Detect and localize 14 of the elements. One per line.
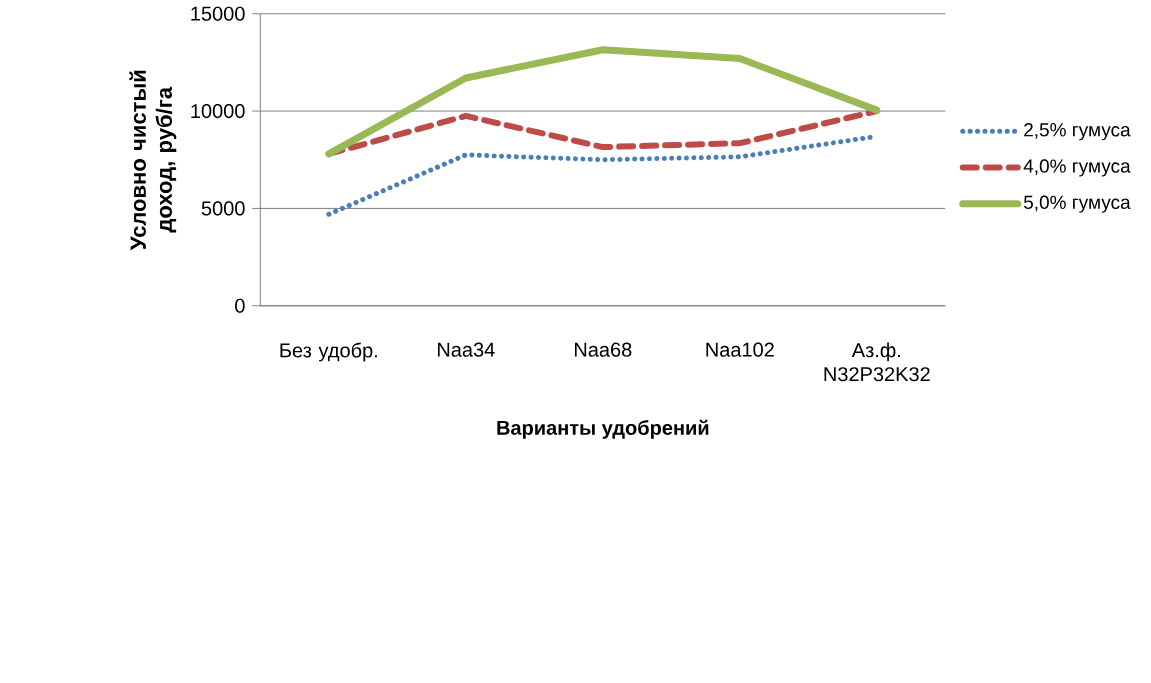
y-tick-label: 0	[235, 298, 245, 313]
x-axis-title: Варианты удобрений	[497, 419, 709, 439]
x-tick-label: Naa102	[706, 342, 774, 357]
x-tick-label: Naa34	[437, 342, 495, 357]
legend-label: 2,5% гумуса	[1024, 122, 1131, 141]
x-tick-label: Аз.ф. N32P32K32	[824, 342, 930, 382]
legend-label: 4,0% гумуса	[1023, 159, 1131, 177]
y-tick-label: 10000	[191, 103, 245, 118]
y-axis-title: Условно чистый доход, руб/га	[129, 70, 177, 250]
x-tick-label: Без удобр.	[280, 342, 377, 362]
y-tick-label: 15000	[191, 6, 245, 21]
x-tick-label: Naa68	[574, 342, 632, 357]
legend-label: 5,0% гумуса	[1023, 195, 1131, 213]
y-tick-label: 5000	[201, 201, 245, 216]
